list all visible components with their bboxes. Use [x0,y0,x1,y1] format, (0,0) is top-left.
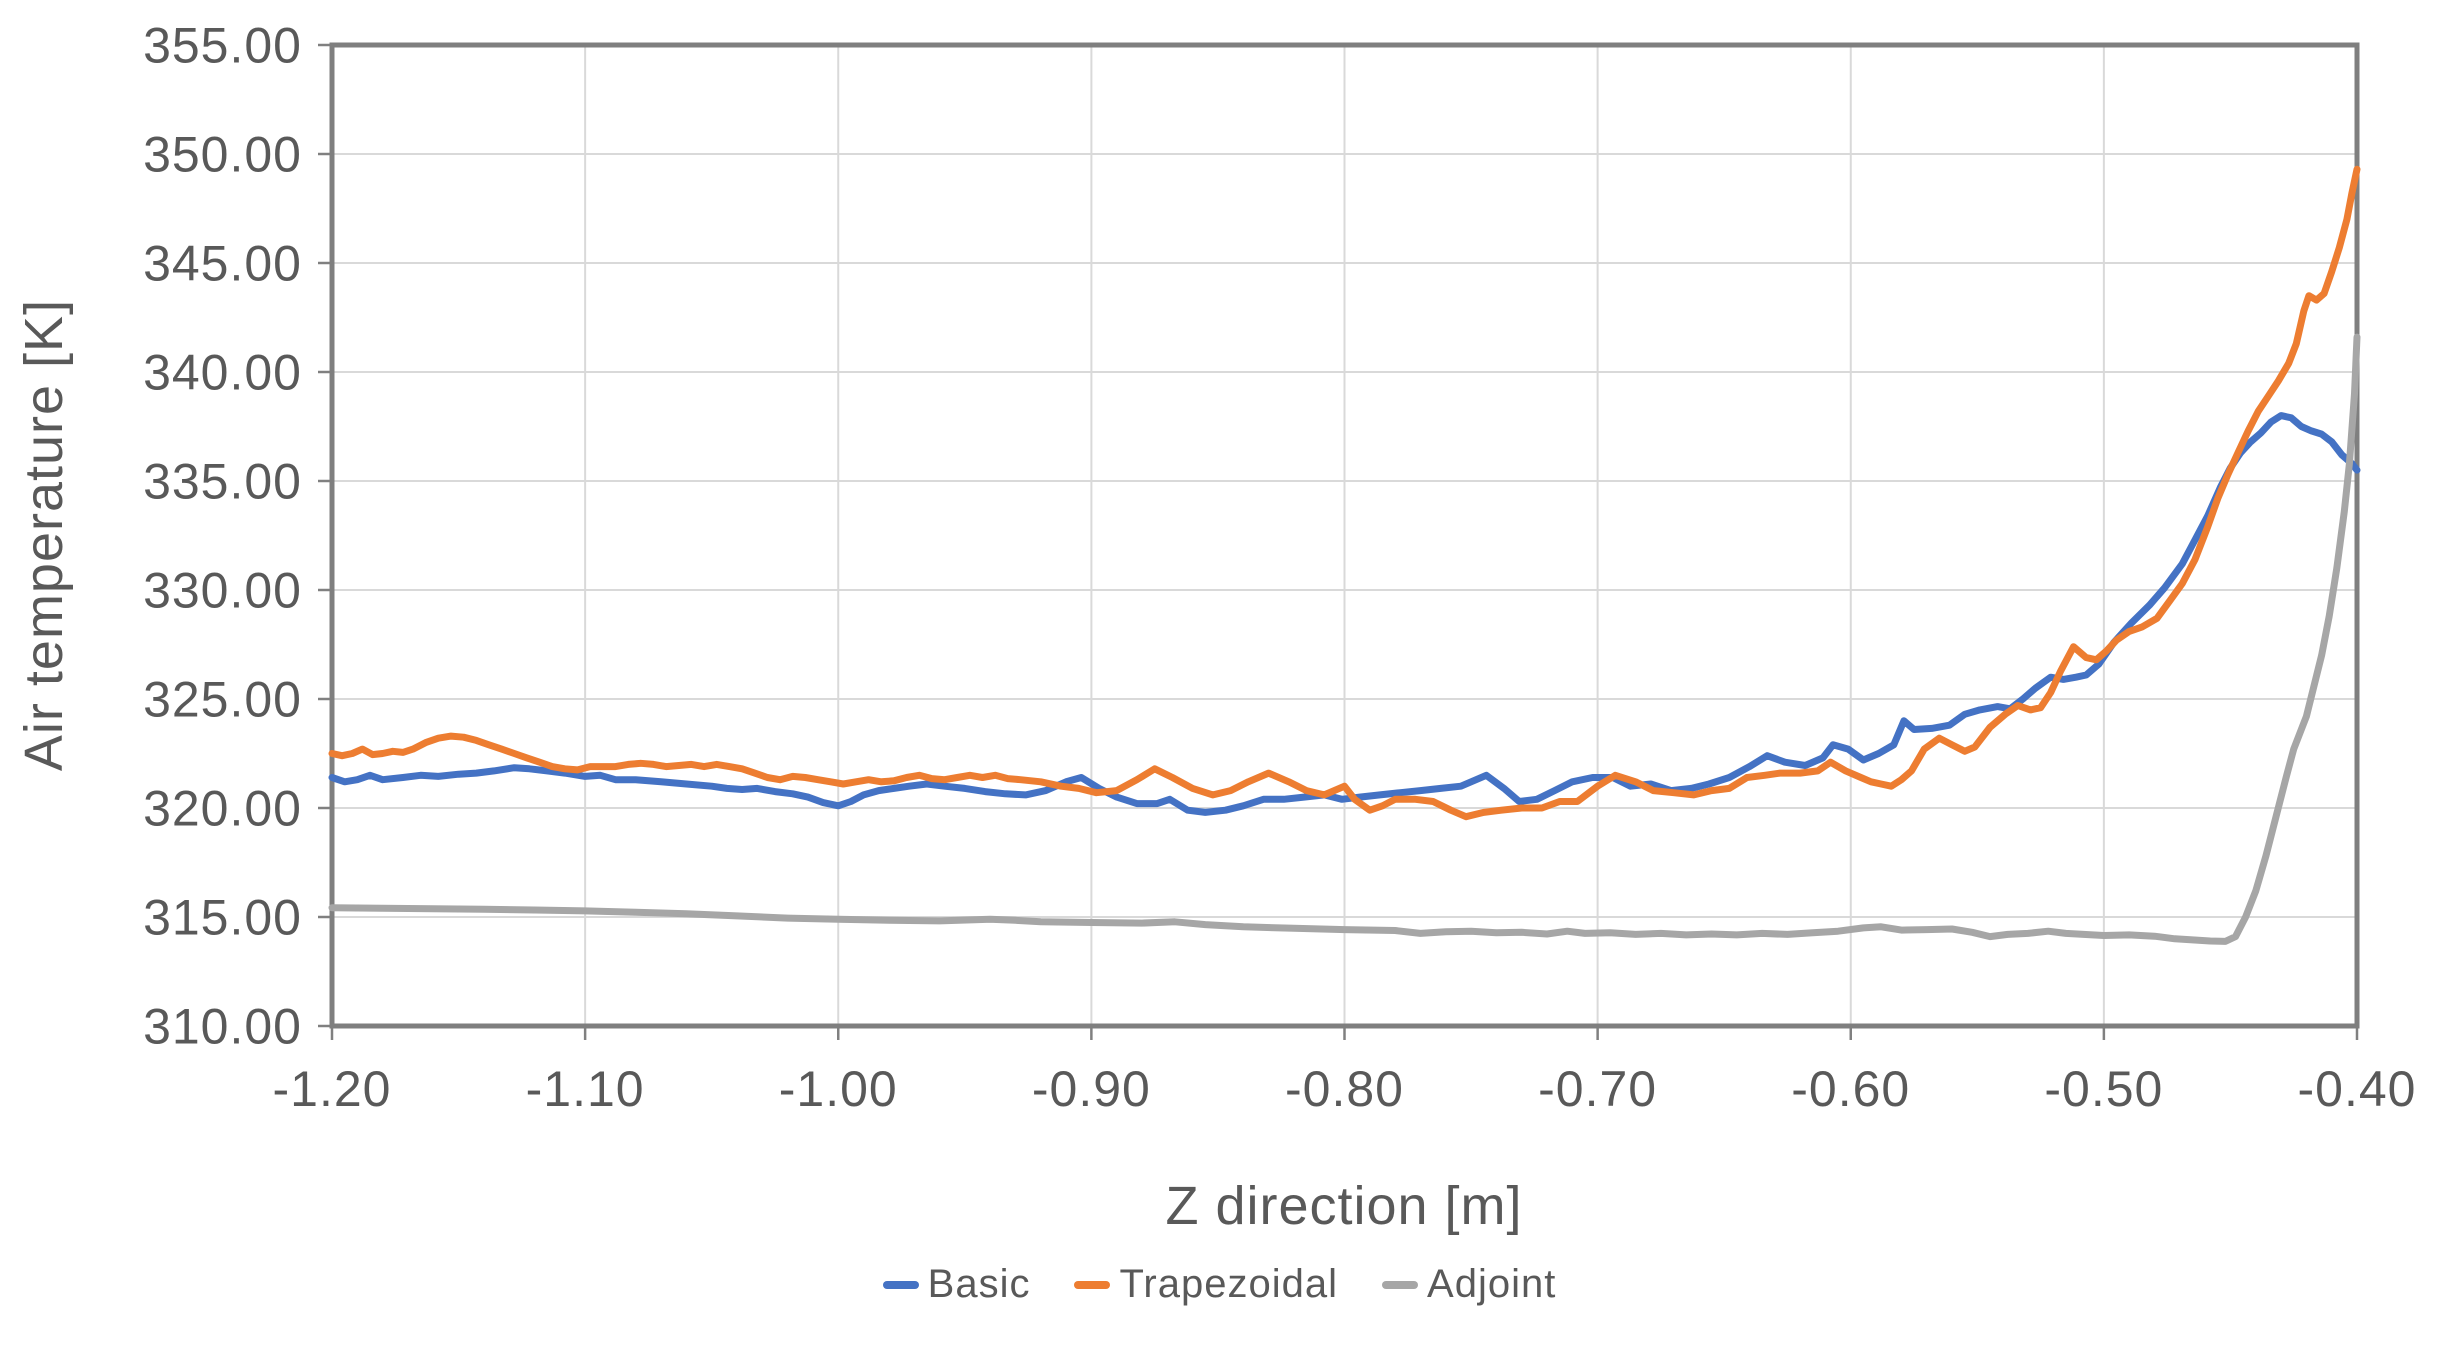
x-tick-label: -1.20 [273,1061,392,1117]
x-axis-title: Z direction [m] [1165,1176,1522,1236]
y-tick-label: 310.00 [143,999,302,1055]
legend-item-adjoint: Adjoint [1382,1262,1556,1307]
y-tick-label: 325.00 [143,672,302,728]
legend-swatch-icon [1074,1280,1111,1289]
legend-label: Trapezoidal [1119,1262,1339,1306]
y-tick-label: 345.00 [143,236,302,292]
y-tick-label: 335.00 [143,454,302,510]
y-tick-label: 315.00 [143,890,302,946]
gridlines [331,44,2358,1027]
legend: Basic Trapezoidal Adjoint [0,1262,2439,1307]
x-tick-label: -1.10 [526,1061,645,1117]
legend-swatch-icon [1382,1280,1419,1289]
x-tick-label: -1.00 [779,1061,898,1117]
series-lines [328,165,2361,945]
x-axis-tick-labels: -1.20 -1.10 -1.00 -0.90 -0.80 -0.70 -0.60 -0.50… [273,1061,2417,1117]
x-tick-label: -0.60 [1791,1061,1910,1117]
y-tick-label: 355.00 [143,18,302,74]
legend-label: Basic [927,1262,1031,1306]
legend-item-basic: Basic [882,1262,1031,1307]
y-tick-label: 320.00 [143,781,302,837]
y-axis-tick-labels: 355.00 350.00 345.00 340.00 335.00 330.00 325.… [143,18,302,1055]
x-tick-label: -0.90 [1032,1061,1151,1117]
y-tick-label: 330.00 [143,563,302,619]
legend-label: Adjoint [1427,1262,1557,1306]
plot-area-border [329,42,2360,1029]
y-tick-label: 350.00 [143,127,302,183]
x-tick-label: -0.40 [2298,1061,2417,1117]
legend-swatch-icon [882,1280,919,1289]
x-tick-label: -0.80 [1285,1061,1404,1117]
y-axis-title: Air temperature [K] [14,299,74,771]
series-line-trapezoidal [328,165,2361,821]
x-tick-label: -0.50 [2044,1061,2163,1117]
axis-tick-marks [318,43,2359,1040]
legend-item-trapezoidal: Trapezoidal [1074,1262,1338,1307]
x-tick-label: -0.70 [1538,1061,1657,1117]
series-line-adjoint [328,333,2361,945]
y-tick-label: 340.00 [143,345,302,401]
